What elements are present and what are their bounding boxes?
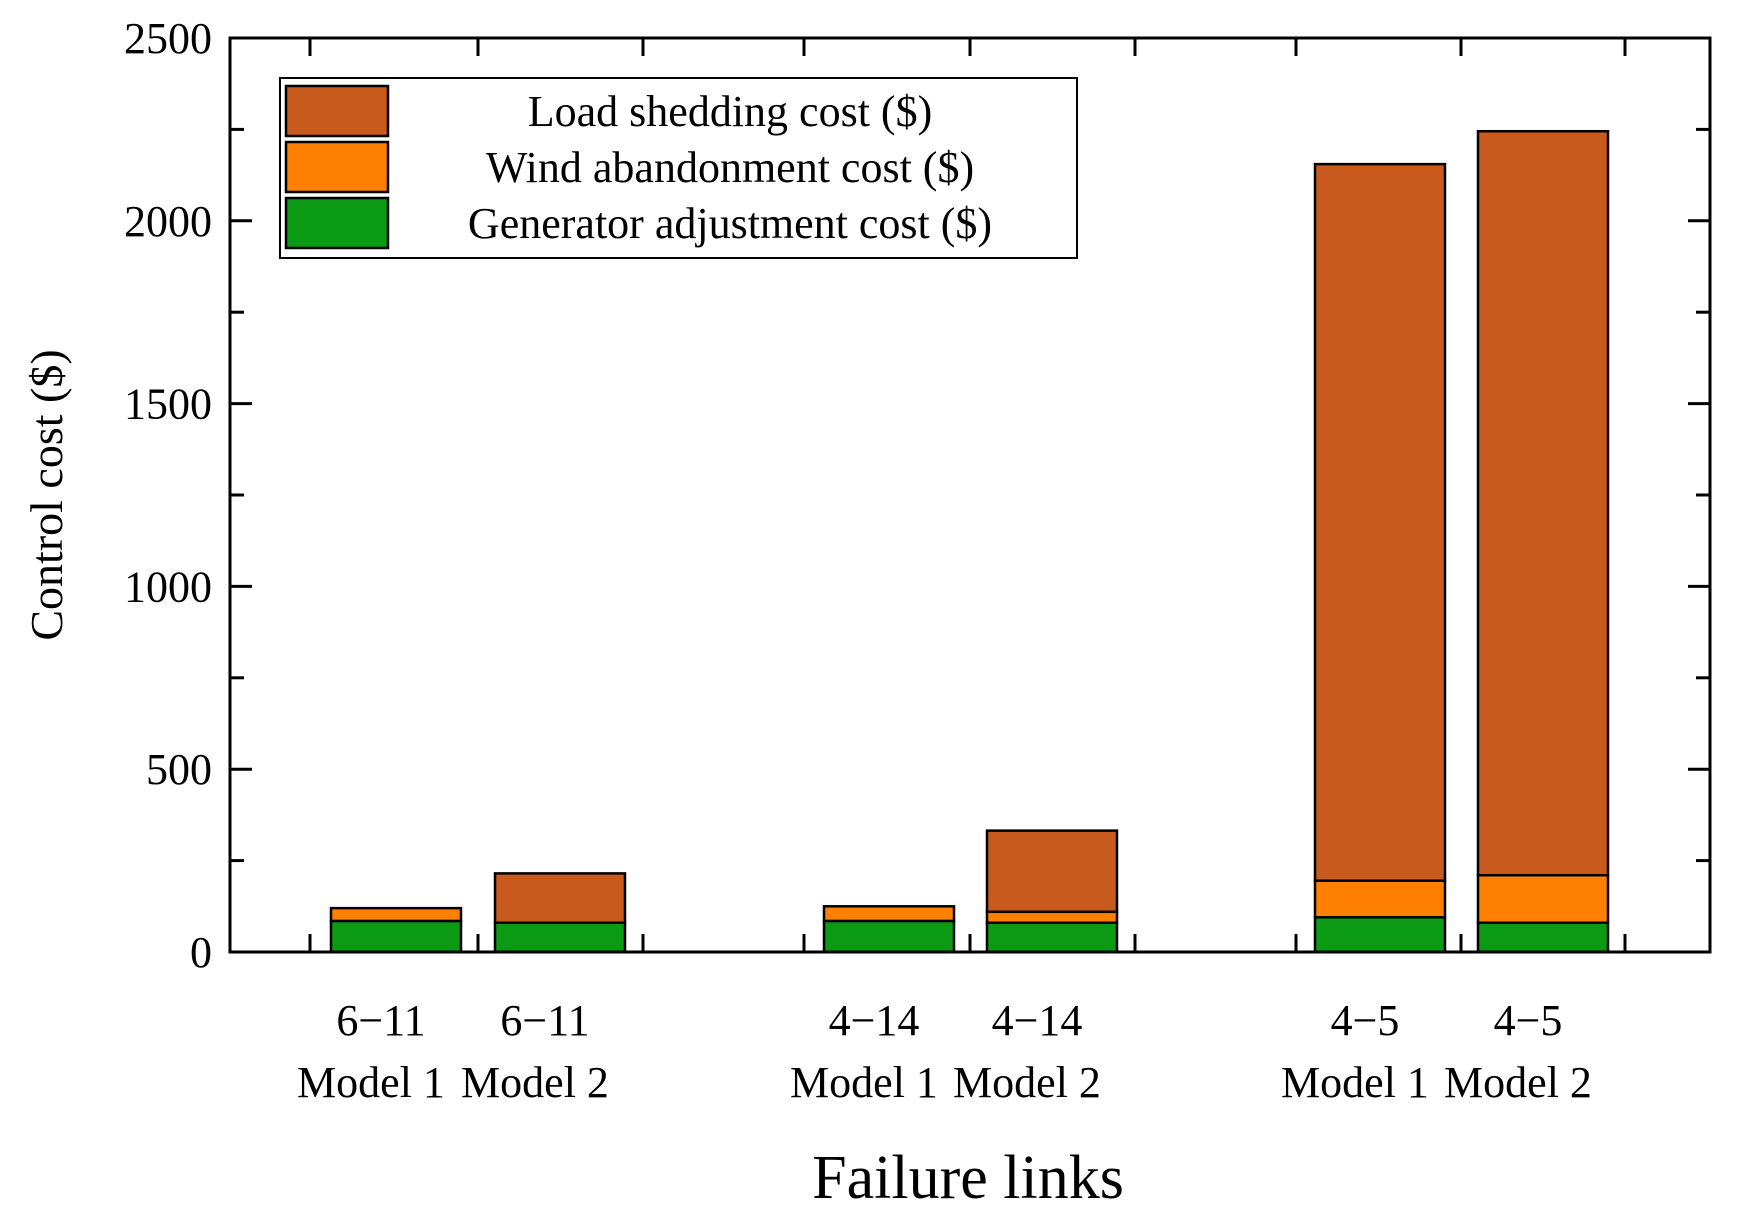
legend-label: Load shedding cost ($) bbox=[528, 87, 932, 136]
legend-swatch bbox=[284, 140, 390, 194]
bar-segment-load bbox=[493, 872, 627, 925]
x-tick-label-link: 4−5 bbox=[1331, 996, 1400, 1045]
legend-label: Generator adjustment cost ($) bbox=[468, 199, 992, 248]
x-tick-label-link: 4−14 bbox=[992, 996, 1083, 1045]
x-tick-label-link: 4−14 bbox=[829, 996, 920, 1045]
x-tick-label-model: Model 2 bbox=[953, 1058, 1101, 1107]
bar-segment-wind bbox=[822, 905, 956, 923]
x-axis-title: Failure links bbox=[812, 1144, 1124, 1212]
bar-segment-generator bbox=[1313, 916, 1447, 954]
bar-segment-generator bbox=[1476, 921, 1610, 954]
y-tick-label: 2000 bbox=[124, 197, 212, 246]
legend: Load shedding cost ($) Wind abandonment c… bbox=[279, 77, 1078, 259]
y-axis-title: Control cost ($) bbox=[21, 349, 72, 640]
x-tick-labels: 6−11 Model 1 6−11 Model 2 4−14 Model 1 4−14 Mod… bbox=[297, 996, 1592, 1107]
tick-marks-layer bbox=[230, 36, 1710, 954]
bar-segment-load bbox=[1476, 129, 1610, 877]
x-tick-label-model: Model 1 bbox=[1281, 1058, 1429, 1107]
bar-segment-generator bbox=[985, 921, 1119, 954]
bars-layer bbox=[329, 129, 1610, 954]
x-tick-label-model: Model 2 bbox=[461, 1058, 609, 1107]
bar-segment-load bbox=[1313, 162, 1447, 882]
bar-segment-generator bbox=[493, 921, 627, 954]
x-tick-label-model: Model 2 bbox=[1444, 1058, 1592, 1107]
legend-swatch bbox=[284, 84, 390, 138]
legend-box bbox=[279, 77, 1078, 259]
bar-segment-generator bbox=[329, 919, 463, 954]
y-tick-label: 0 bbox=[190, 928, 212, 977]
x-tick-label-model: Model 1 bbox=[297, 1058, 445, 1107]
y-tick-label: 2500 bbox=[124, 14, 212, 63]
bar-segment-wind bbox=[329, 906, 463, 923]
bar-segment-wind bbox=[985, 910, 1119, 925]
y-tick-label: 500 bbox=[146, 745, 212, 794]
bar-segment-wind bbox=[1476, 873, 1610, 925]
x-tick-label-link: 6−11 bbox=[500, 996, 589, 1045]
y-tick-labels: 0 500 1000 1500 2000 2500 bbox=[124, 14, 212, 977]
legend-label: Wind abandonment cost ($) bbox=[486, 143, 974, 192]
y-tick-label: 1500 bbox=[124, 380, 212, 429]
x-tick-label-link: 4−5 bbox=[1494, 996, 1563, 1045]
legend-swatch bbox=[284, 196, 390, 250]
plot-frame bbox=[228, 36, 1712, 954]
x-tick-label-link: 6−11 bbox=[336, 996, 425, 1045]
x-tick-label-model: Model 1 bbox=[790, 1058, 938, 1107]
bar-segment-wind bbox=[1313, 879, 1447, 919]
y-tick-label: 1000 bbox=[124, 562, 212, 611]
bar-segment-generator bbox=[822, 919, 956, 954]
bar-segment-load bbox=[985, 829, 1119, 914]
